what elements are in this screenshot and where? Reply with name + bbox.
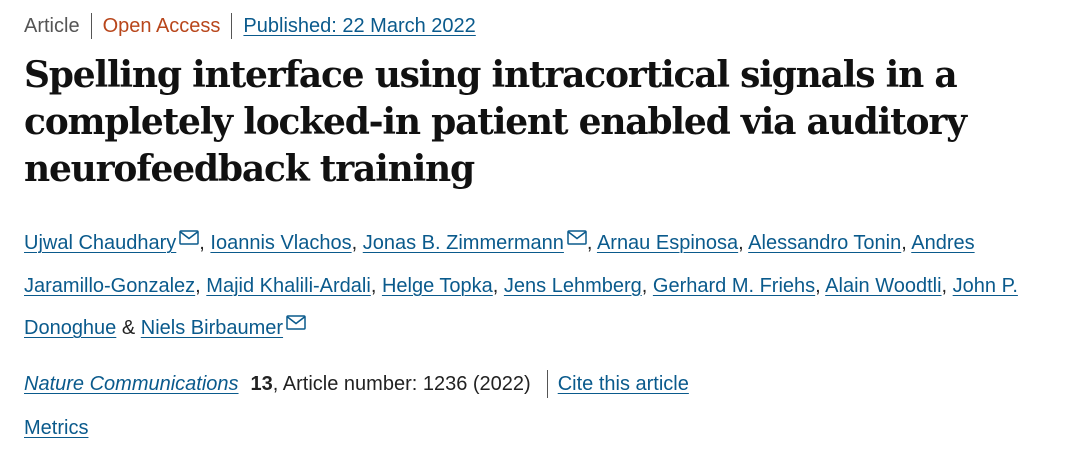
author-link[interactable]: Andres Jaramillo-Gonzalez xyxy=(24,232,975,297)
article-meta: Article Open Access Published: 22 March … xyxy=(24,12,476,40)
author-link[interactable]: Alain Woodtli xyxy=(825,274,942,297)
metrics-link[interactable]: Metrics xyxy=(24,417,89,439)
author-link[interactable]: Majid Khalili-Ardali xyxy=(206,274,371,297)
author-separator: , xyxy=(199,232,205,254)
published-date[interactable]: Published: 22 March 2022 xyxy=(243,15,476,37)
author-link[interactable]: Niels Birbaumer xyxy=(140,317,284,339)
author-link[interactable]: Helge Topka xyxy=(381,274,493,297)
citation-details: , Article number: 1236 (2022) xyxy=(272,373,531,395)
volume: 13 xyxy=(250,373,273,395)
author-separator: , xyxy=(370,274,377,297)
author-link[interactable]: Arnau Espinosa xyxy=(596,232,739,254)
author-separator: , xyxy=(351,232,358,254)
divider xyxy=(90,13,92,39)
author-separator: , xyxy=(195,274,201,297)
author-separator: , xyxy=(941,274,948,297)
author-link[interactable]: Ujwal Chaudhary xyxy=(24,232,177,254)
cite-link[interactable]: Cite this article xyxy=(557,373,689,395)
email-icon[interactable] xyxy=(179,230,200,245)
citation: Nature Communications 13 , Article numbe… xyxy=(24,370,689,398)
article-type: Article xyxy=(24,15,80,37)
author-separator: , xyxy=(492,274,499,297)
journal-link[interactable]: Nature Communications xyxy=(24,373,239,395)
metrics-row: Metrics xyxy=(24,414,88,442)
author-separator: , xyxy=(901,232,907,254)
author-separator: , xyxy=(586,232,593,254)
email-icon[interactable] xyxy=(286,315,306,330)
article-title: Spelling interface using intracortical s… xyxy=(24,54,967,190)
author-link[interactable]: Ioannis Vlachos xyxy=(210,232,352,254)
divider xyxy=(231,13,233,39)
divider xyxy=(546,370,548,398)
author-separator: & xyxy=(121,317,136,339)
author-link[interactable]: Gerhard M. Friehs xyxy=(652,274,816,297)
email-icon[interactable] xyxy=(567,230,587,245)
access-label: Open Access xyxy=(102,15,221,37)
author-separator: , xyxy=(815,274,821,297)
author-separator: , xyxy=(738,232,744,254)
author-link[interactable]: Jonas B. Zimmermann xyxy=(362,232,564,254)
author-list: Ujwal Chaudhary, Ioannis Vlachos, Jonas … xyxy=(24,222,1034,350)
author-link[interactable]: Alessandro Tonin xyxy=(748,232,902,254)
author-link[interactable]: Jens Lehmberg xyxy=(503,274,642,297)
author-link[interactable]: John P. Donoghue xyxy=(24,274,1018,340)
author-separator: , xyxy=(641,274,648,297)
